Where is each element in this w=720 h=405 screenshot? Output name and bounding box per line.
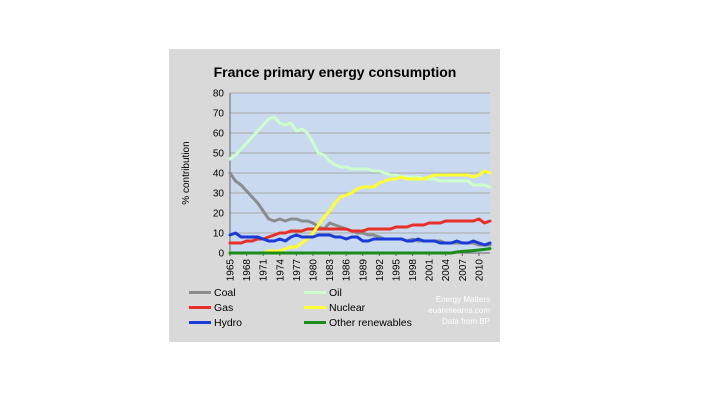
- y-tick-labels: 0 10 20 30 40 50 60 70 80: [213, 89, 225, 260]
- line-chart: France primary energy consumption 0 10 20 3…: [181, 64, 492, 329]
- legend-label: Hydro: [214, 317, 242, 329]
- x-tick-labels: 1965 1968 1971 1974 1977 1980 1983 1986 1989 1992…: [226, 253, 485, 282]
- legend-label: Coal: [214, 287, 236, 299]
- x-tick-label: 2007: [458, 259, 469, 282]
- series-line-gas: [228, 217, 492, 245]
- x-tick-label: 2004: [441, 259, 452, 282]
- y-tick-label: 80: [213, 89, 225, 100]
- legend-label: Nuclear: [329, 302, 366, 314]
- y-tick-label: 10: [213, 229, 225, 240]
- legend-label: Oil: [329, 287, 342, 299]
- x-tick-label: 1980: [308, 259, 319, 282]
- y-tick-label: 0: [218, 249, 224, 260]
- x-tick-label: 1977: [292, 259, 303, 282]
- y-tick-label: 20: [213, 209, 225, 220]
- x-tick-label: 2001: [425, 259, 436, 282]
- legend-label: Gas: [214, 302, 233, 314]
- y-tick-label: 30: [213, 189, 225, 200]
- y-axis-label: % contribution: [181, 141, 192, 204]
- y-tick-label: 60: [213, 129, 225, 140]
- credit-text: Energy Matters euanmearns.com Data from …: [428, 295, 490, 326]
- legend-label: Other renewables: [329, 317, 412, 329]
- x-tick-label: 1968: [242, 259, 253, 282]
- x-tick-label: 1989: [358, 259, 369, 282]
- series-line-hydro: [228, 231, 492, 247]
- x-tick-label: 1992: [375, 259, 386, 282]
- y-tick-label: 40: [213, 169, 225, 180]
- legend: Coal Oil Gas Nuclear Hydro Other renewables: [189, 287, 412, 329]
- x-tick-label: 1986: [342, 259, 353, 282]
- chart-frame: France primary energy consumption 0 10 20 3…: [169, 49, 500, 342]
- credit-line-1: Energy Matters: [436, 295, 490, 304]
- y-tick-label: 50: [213, 149, 225, 160]
- x-tick-label: 1965: [226, 259, 237, 282]
- x-tick-label: 2010: [474, 259, 485, 282]
- x-tick-label: 1983: [325, 259, 336, 282]
- chart-title: France primary energy consumption: [214, 64, 457, 80]
- y-tick-label: 70: [213, 109, 225, 120]
- x-tick-label: 1974: [275, 259, 286, 282]
- credit-line-3: Data from BP: [442, 317, 490, 326]
- x-tick-label: 1971: [259, 259, 270, 282]
- x-tick-label: 1998: [408, 259, 419, 282]
- x-tick-label: 1995: [391, 259, 402, 282]
- series-line-other-renewables: [228, 247, 492, 255]
- series-line-nuclear: [228, 169, 492, 255]
- series-lines: [228, 115, 492, 255]
- credit-line-2: euanmearns.com: [428, 306, 490, 315]
- series-line-oil: [228, 115, 492, 189]
